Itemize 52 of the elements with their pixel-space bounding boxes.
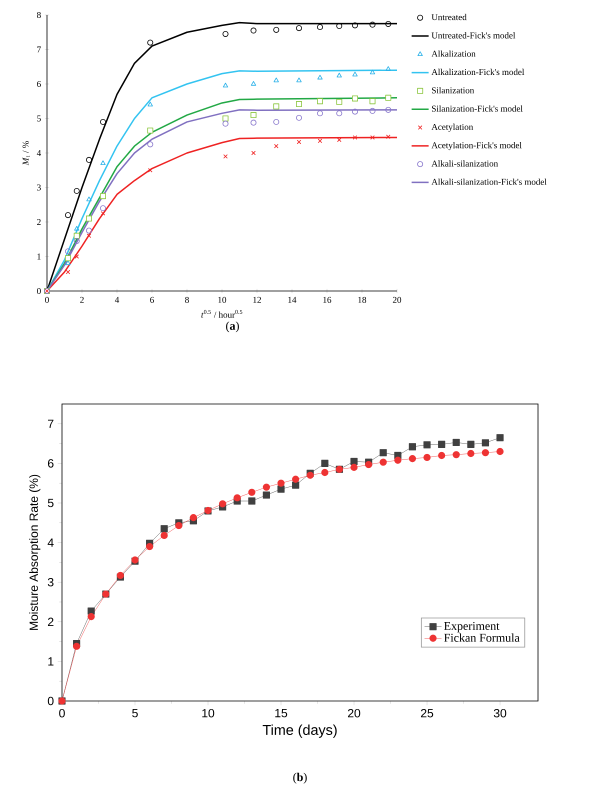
y-axis-title: M$_{t}$ / % (22, 141, 30, 166)
legend-label: Alkalization-Fick's model (431, 68, 524, 76)
x-tick-label: 30 (494, 708, 506, 718)
legend-label: Fickan Formula (444, 633, 520, 642)
x-tick-label: 15 (275, 708, 288, 718)
legend-label: Alkali-silanization-Fick's model (431, 178, 547, 185)
y-tick-label: 3 (48, 578, 54, 586)
y-tick-label: 2 (48, 618, 54, 626)
x-axis-title: Time (days) (262, 724, 337, 738)
y-tick-label: 0 (48, 696, 54, 706)
y-tick-label: 2 (37, 219, 41, 225)
y-tick-label: 3 (37, 184, 41, 191)
x-tick-label: 0 (59, 708, 65, 718)
x-tick-label: 10 (202, 708, 214, 718)
x-tick-label: 12 (253, 296, 261, 303)
x-tick-label: 10 (218, 296, 226, 303)
y-tick-label: 4 (48, 538, 54, 547)
y-tick-label: 1 (48, 657, 54, 666)
y-tick-label: 6 (48, 459, 54, 468)
y-tick-label: 4 (36, 150, 42, 156)
legend-label: Acetylation-Fick's model (431, 142, 522, 150)
x-tick-label: 4 (114, 296, 120, 303)
y-tick-label: 0 (37, 288, 41, 294)
legend-label: Silanization-Fick's model (432, 105, 523, 112)
x-tick-label: 25 (420, 708, 434, 718)
y-tick-label: 8 (37, 12, 41, 18)
x-tick-label: 5 (132, 708, 138, 718)
x-tick-label: 2 (80, 296, 84, 303)
x-tick-label: 16 (323, 296, 332, 303)
legend-label: Silanization (432, 87, 474, 94)
legend-label: Alkalization (431, 50, 476, 57)
y-tick-label: 5 (48, 498, 54, 508)
y-tick-label: 1 (37, 254, 41, 260)
legend-label: Untreated (432, 14, 467, 20)
legend-label: Acetylation (431, 124, 474, 132)
x-axis-title: t$^{0.5}$ / hour$^{0.5}$ (201, 310, 242, 318)
x-tick-label: 18 (358, 296, 366, 303)
x-tick-label: 8 (185, 296, 189, 303)
y-tick-label: 5 (37, 116, 41, 122)
legend-label: Alkali-silanization (431, 160, 498, 167)
x-tick-label: 14 (288, 296, 296, 303)
x-tick-label: 6 (150, 296, 154, 303)
legend-label: Experiment (444, 622, 500, 632)
text: (a) (226, 321, 239, 332)
x-tick-label: 20 (348, 708, 360, 718)
y-axis-title: Moisture Absorption Rate (%) (29, 474, 40, 630)
text: (b) (293, 772, 307, 784)
y-tick-label: 6 (37, 80, 41, 88)
legend-label: Untreated-Fick's model (432, 32, 516, 38)
x-tick-label: 20 (392, 296, 402, 303)
y-tick-label: 7 (37, 46, 41, 52)
y-tick-label: 7 (48, 420, 54, 428)
